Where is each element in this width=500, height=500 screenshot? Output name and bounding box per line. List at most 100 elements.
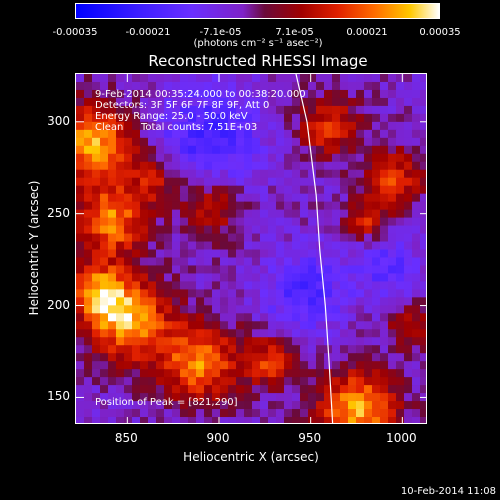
heatmap-cell xyxy=(156,233,165,243)
heatmap-cell xyxy=(84,169,93,179)
heatmap-cell xyxy=(348,289,357,298)
heatmap-cell xyxy=(100,241,109,251)
heatmap-cell xyxy=(180,305,189,314)
heatmap-cell xyxy=(228,345,237,354)
heatmap-cell xyxy=(180,201,189,211)
heatmap-cell xyxy=(140,169,149,179)
heatmap-cell xyxy=(132,185,141,195)
heatmap-cell xyxy=(396,153,405,163)
heatmap-cell xyxy=(220,81,229,91)
heatmap-cell xyxy=(348,113,357,123)
heatmap-cell xyxy=(412,113,421,123)
heatmap-cell xyxy=(292,297,301,306)
heatmap-cell xyxy=(308,353,317,362)
heatmap-cell xyxy=(284,74,293,83)
heatmap-cell xyxy=(356,105,365,115)
heatmap-cell xyxy=(420,409,426,418)
heatmap-cell xyxy=(196,89,205,99)
heatmap-cell xyxy=(180,385,189,394)
heatmap-cell xyxy=(284,129,293,139)
heatmap-cell xyxy=(348,105,357,115)
heatmap-cell xyxy=(372,153,381,163)
heatmap-cell xyxy=(156,217,165,227)
heatmap-cell xyxy=(380,337,389,346)
heatmap-cell xyxy=(236,273,245,283)
heatmap-cell xyxy=(276,369,285,378)
heatmap-cell xyxy=(108,169,117,179)
heatmap-cell xyxy=(284,337,293,346)
heatmap-cell xyxy=(356,241,365,251)
heatmap-cell xyxy=(340,74,349,83)
heatmap-cell xyxy=(340,369,349,378)
heatmap-cell xyxy=(116,113,125,123)
heatmap-cell xyxy=(292,129,301,139)
heatmap-cell xyxy=(204,233,213,243)
heatmap-cell xyxy=(348,217,357,227)
heatmap-cell xyxy=(204,161,213,171)
heatmap-cell xyxy=(396,201,405,211)
heatmap-cell xyxy=(140,193,149,203)
heatmap-cell xyxy=(412,265,421,275)
heatmap-cell xyxy=(220,169,229,179)
heatmap-cell xyxy=(372,257,381,267)
heatmap-cell xyxy=(412,81,421,91)
heatmap-cell xyxy=(100,273,109,283)
heatmap-cell xyxy=(316,289,325,298)
heatmap-cell xyxy=(252,185,261,195)
heatmap-cell xyxy=(364,89,373,99)
heatmap-cell xyxy=(124,401,133,410)
heatmap-cell xyxy=(324,249,333,259)
heatmap-cell xyxy=(404,289,413,298)
heatmap-cell xyxy=(356,281,365,290)
heatmap-cell xyxy=(108,121,117,131)
heatmap-cell xyxy=(300,345,309,354)
heatmap-cell xyxy=(212,177,221,187)
heatmap-cell xyxy=(332,305,341,314)
heatmap-cell xyxy=(276,409,285,418)
heatmap-cell xyxy=(372,345,381,354)
heatmap-cell xyxy=(388,401,397,410)
heatmap-cell xyxy=(348,161,357,171)
heatmap-cell xyxy=(260,81,269,91)
heatmap-cell xyxy=(188,345,197,354)
heatmap-cell xyxy=(148,209,157,219)
heatmap-cell xyxy=(220,345,229,354)
heatmap-cell xyxy=(180,97,189,107)
heatmap-cell xyxy=(276,257,285,267)
heatmap-cell xyxy=(388,337,397,346)
heatmap-cell xyxy=(156,201,165,211)
heatmap-cell xyxy=(164,361,173,370)
heatmap-cell xyxy=(236,105,245,115)
heatmap-cell xyxy=(116,385,125,394)
heatmap-cell xyxy=(244,353,253,362)
heatmap-cell xyxy=(380,233,389,243)
heatmap-cell xyxy=(356,401,365,410)
heatmap-cell xyxy=(156,193,165,203)
heatmap-cell xyxy=(140,289,149,298)
heatmap-cell xyxy=(404,369,413,378)
heatmap-cell xyxy=(388,417,397,423)
heatmap-cell xyxy=(348,145,357,155)
heatmap-cell xyxy=(228,361,237,370)
heatmap-cell xyxy=(140,217,149,227)
heatmap-cell xyxy=(340,345,349,354)
heatmap-cell xyxy=(236,401,245,410)
heatmap-cell xyxy=(292,233,301,243)
heatmap-cell xyxy=(124,353,133,362)
heatmap-cell xyxy=(372,377,381,386)
heatmap-cell xyxy=(124,113,133,123)
heatmap-cell xyxy=(100,105,109,115)
heatmap-cell xyxy=(196,129,205,139)
heatmap-cell xyxy=(252,393,261,402)
heatmap-cell xyxy=(276,169,285,179)
heatmap-cell xyxy=(252,345,261,354)
heatmap-cell xyxy=(372,273,381,283)
heatmap-cell xyxy=(124,105,133,115)
heatmap-cell xyxy=(84,361,93,370)
heatmap-cell xyxy=(124,89,133,99)
heatmap-cell xyxy=(292,193,301,203)
heatmap-cell xyxy=(140,369,149,378)
heatmap-cell xyxy=(244,409,253,418)
heatmap-cell xyxy=(228,225,237,235)
heatmap-cell xyxy=(340,105,349,115)
